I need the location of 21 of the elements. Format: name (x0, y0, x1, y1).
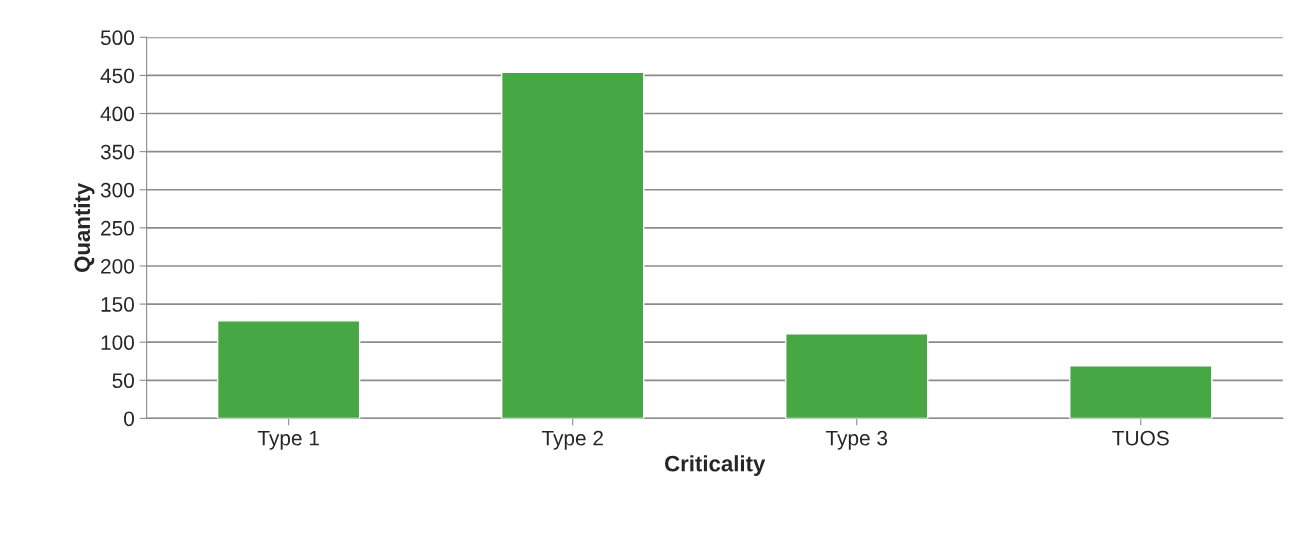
x-tick-label: Type 3 (825, 430, 888, 450)
bar (1069, 365, 1213, 419)
y-tick-label: 150 (101, 297, 134, 312)
y-tick-label: 400 (100, 106, 134, 122)
bar (216, 320, 361, 419)
x-axis-title: Criticality (665, 455, 766, 476)
bar (500, 71, 645, 419)
y-tick-label: 300 (100, 182, 134, 198)
y-axis-title: Quantity (73, 182, 95, 272)
y-tick-label: 50 (112, 373, 134, 389)
y-tick-label: 450 (100, 68, 134, 84)
y-tick-label: 250 (101, 220, 134, 236)
bar (785, 333, 929, 419)
y-tick-label: 0 (124, 411, 134, 427)
y-tick-label: 350 (100, 144, 134, 160)
x-tick-label: TUOS (1112, 430, 1169, 446)
y-tick-label: 500 (100, 30, 134, 46)
x-tick-label: Type 1 (257, 430, 319, 450)
y-tick-label: 100 (101, 335, 134, 350)
x-tick-label: Type 2 (541, 430, 603, 450)
y-tick-label: 200 (101, 258, 134, 274)
